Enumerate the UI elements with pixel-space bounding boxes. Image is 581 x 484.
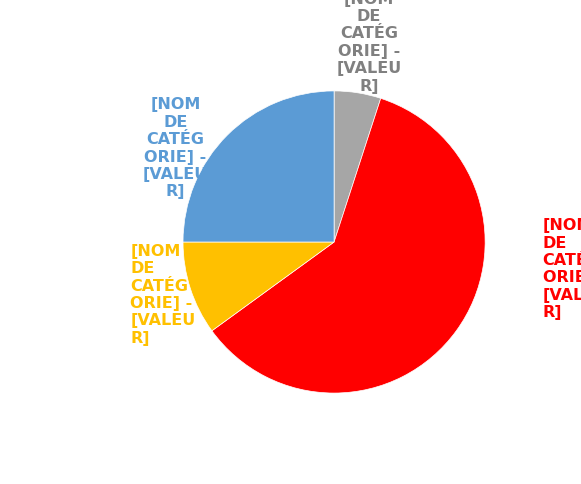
Wedge shape bbox=[212, 98, 485, 393]
Text: [NOM
DE
CATÉG
ORIE] -
[VALEU
R]: [NOM DE CATÉG ORIE] - [VALEU R] bbox=[143, 97, 208, 199]
Text: [NOM
DE
CATÉG
ORIE] -
[VALEU
R]: [NOM DE CATÉG ORIE] - [VALEU R] bbox=[336, 0, 401, 93]
Wedge shape bbox=[334, 91, 381, 242]
Wedge shape bbox=[183, 91, 334, 242]
Wedge shape bbox=[183, 242, 334, 331]
Text: [NOM
DE
CATÉG
ORIE] -
[VALEU
R]: [NOM DE CATÉG ORIE] - [VALEU R] bbox=[543, 218, 581, 320]
Text: [NOM
DE
CATÉG
ORIE] -
[VALEU
R]: [NOM DE CATÉG ORIE] - [VALEU R] bbox=[130, 244, 195, 346]
